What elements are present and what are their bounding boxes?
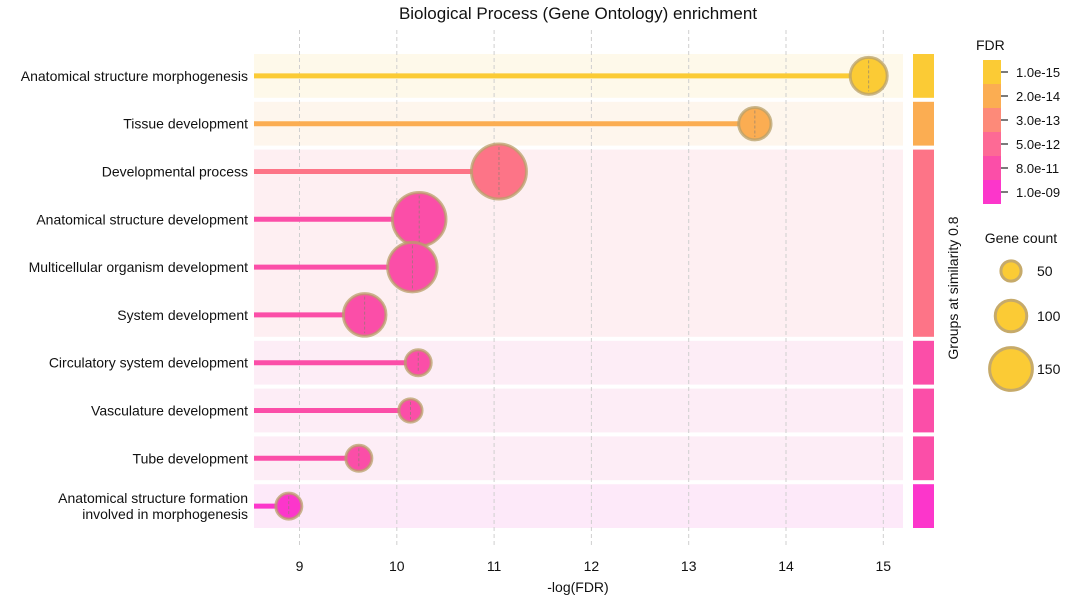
category-label: Anatomical structure formation xyxy=(58,490,248,506)
fdr-legend-title: FDR xyxy=(976,37,1005,53)
fdr-legend-swatch xyxy=(983,60,1001,84)
category-label: Multicellular organism development xyxy=(29,259,249,275)
category-label: Circulatory system development xyxy=(49,355,248,371)
category-label: Developmental process xyxy=(102,164,248,180)
category-label: Anatomical structure morphogenesis xyxy=(21,68,248,84)
category-label: involved in morphogenesis xyxy=(82,506,248,522)
x-tick-label: 10 xyxy=(389,558,405,574)
fdr-legend-swatch xyxy=(983,84,1001,108)
lollipop-dot xyxy=(737,106,773,142)
x-tick-label: 11 xyxy=(487,558,502,574)
labels-layer: 9 10 11 12 13 14 15 Anatomical structure morpho… xyxy=(21,68,892,574)
group-color-bar xyxy=(913,149,934,337)
lollipop-dot xyxy=(469,142,528,201)
group-color-bar xyxy=(913,484,934,528)
x-tick-label: 15 xyxy=(876,558,892,574)
fdr-legend-label: 1.0e-15 xyxy=(1016,65,1060,80)
category-label: Vasculature development xyxy=(91,403,248,419)
group-color-bar xyxy=(913,436,934,481)
fdr-legend-label: 2.0e-14 xyxy=(1016,89,1060,104)
fdr-legend-swatch xyxy=(983,132,1001,156)
group-axis-label: Groups at similarity 0.8 xyxy=(945,216,961,359)
size-legend-circle xyxy=(999,259,1023,283)
group-color-bar xyxy=(913,101,934,146)
legend-layer: 1.0e-15 2.0e-14 3.0e-13 5.0e-12 8.0e-11 1.0e-… xyxy=(983,60,1061,392)
chart-title: Biological Process (Gene Ontology) enric… xyxy=(399,4,757,23)
side-layer xyxy=(913,54,934,528)
size-legend-label: 50 xyxy=(1037,263,1053,279)
size-legend-circle xyxy=(988,346,1034,392)
lollipop-dot xyxy=(344,443,374,473)
fdr-legend-swatch xyxy=(983,180,1001,204)
fdr-legend-label: 1.0e-09 xyxy=(1016,185,1060,200)
lollipop-dot xyxy=(403,348,433,378)
category-label: System development xyxy=(117,307,248,323)
stem-layer xyxy=(254,73,869,509)
category-label: Tissue development xyxy=(123,116,248,132)
fdr-legend-label: 8.0e-11 xyxy=(1016,161,1059,176)
group-color-bar xyxy=(913,54,934,98)
fdr-legend-label: 3.0e-13 xyxy=(1016,113,1060,128)
x-tick-label: 13 xyxy=(681,558,697,574)
x-tick-label: 14 xyxy=(778,558,794,574)
x-axis-label: -log(FDR) xyxy=(547,579,608,595)
gene-count-legend-title: Gene count xyxy=(985,230,1057,246)
category-label: Anatomical structure development xyxy=(36,211,248,227)
x-tick-label: 9 xyxy=(296,558,304,574)
fdr-legend-label: 5.0e-12 xyxy=(1016,137,1060,152)
category-label: Tube development xyxy=(133,450,249,466)
group-band xyxy=(254,484,903,528)
group-color-bar xyxy=(913,388,934,433)
group-color-bar xyxy=(913,340,934,385)
lollipop-dot xyxy=(397,397,424,424)
size-legend-label: 100 xyxy=(1037,308,1061,324)
size-legend-label: 150 xyxy=(1037,361,1061,377)
size-legend-circle xyxy=(993,298,1029,334)
fdr-legend-swatch xyxy=(983,156,1001,180)
x-tick-label: 12 xyxy=(584,558,600,574)
fdr-legend-swatch xyxy=(983,108,1001,132)
dot-layer xyxy=(274,55,889,521)
lollipop-dot xyxy=(274,491,304,521)
lollipop-dot xyxy=(341,292,388,338)
